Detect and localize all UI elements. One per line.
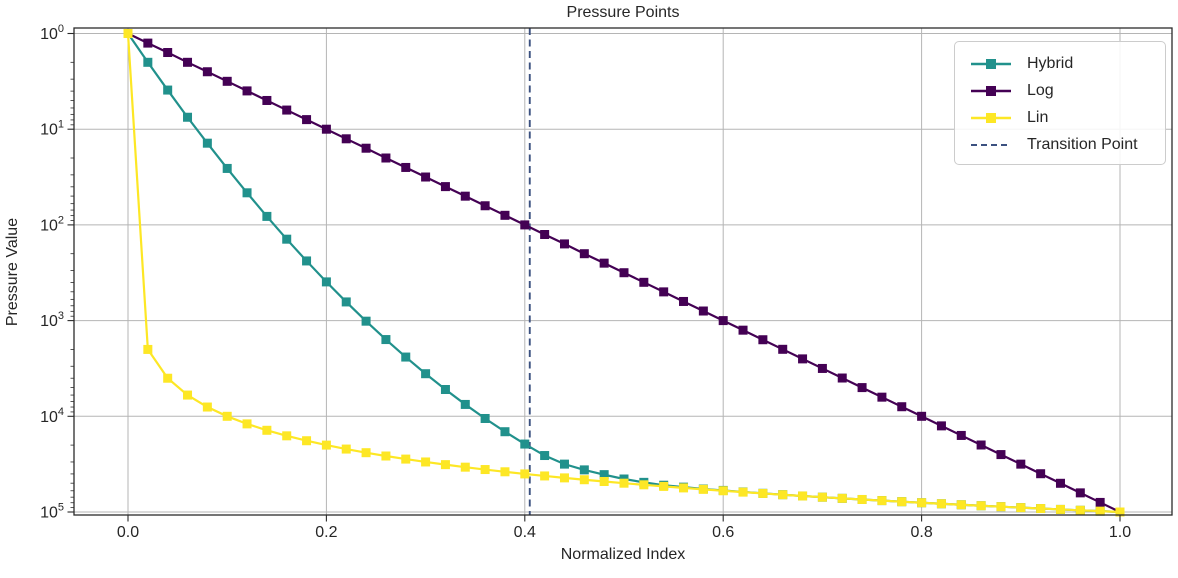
legend: Hybrid Log Lin Transition Point (954, 41, 1166, 165)
y-tick-label: 105 (40, 502, 64, 522)
x-tick-label: 0.8 (910, 524, 932, 541)
legend-item-label: Hybrid (1027, 54, 1074, 72)
lin-line-swatch-icon (971, 112, 1011, 123)
axis-ticks (67, 32, 1121, 522)
legend-item-label: Transition Point (1027, 135, 1138, 153)
hybrid-line-swatch-icon (971, 58, 1011, 69)
legend-item-transition-point: Transition Point (968, 131, 1159, 158)
legend-item-label: Log (1027, 81, 1054, 99)
y-tick-label: 100 (40, 23, 64, 43)
chart-title: Pressure Points (566, 4, 680, 21)
series-log (123, 29, 1125, 517)
x-axis-label: Normalized Index (560, 546, 686, 563)
series-lin (123, 29, 1125, 517)
transition-dashed-swatch-icon (971, 143, 1011, 146)
x-tick-label: 0.0 (117, 524, 139, 541)
legend-item-label: Lin (1027, 108, 1049, 126)
y-tick-label: 103 (40, 310, 64, 330)
y-axis-label: Pressure Value (4, 217, 21, 327)
x-tick-label: 0.2 (315, 524, 337, 541)
y-tick-label: 102 (40, 214, 64, 234)
x-tick-label: 0.4 (514, 524, 536, 541)
legend-item-log: Log (968, 77, 1159, 104)
y-tick-label: 104 (40, 406, 64, 426)
legend-item-hybrid: Hybrid (968, 50, 1159, 77)
legend-item-lin: Lin (968, 104, 1159, 131)
plot-border (73, 27, 1173, 516)
x-tick-label: 1.0 (1109, 524, 1131, 541)
x-tick-label: 0.6 (712, 524, 734, 541)
log-line-swatch-icon (971, 85, 1011, 96)
y-tick-label: 101 (40, 119, 64, 139)
